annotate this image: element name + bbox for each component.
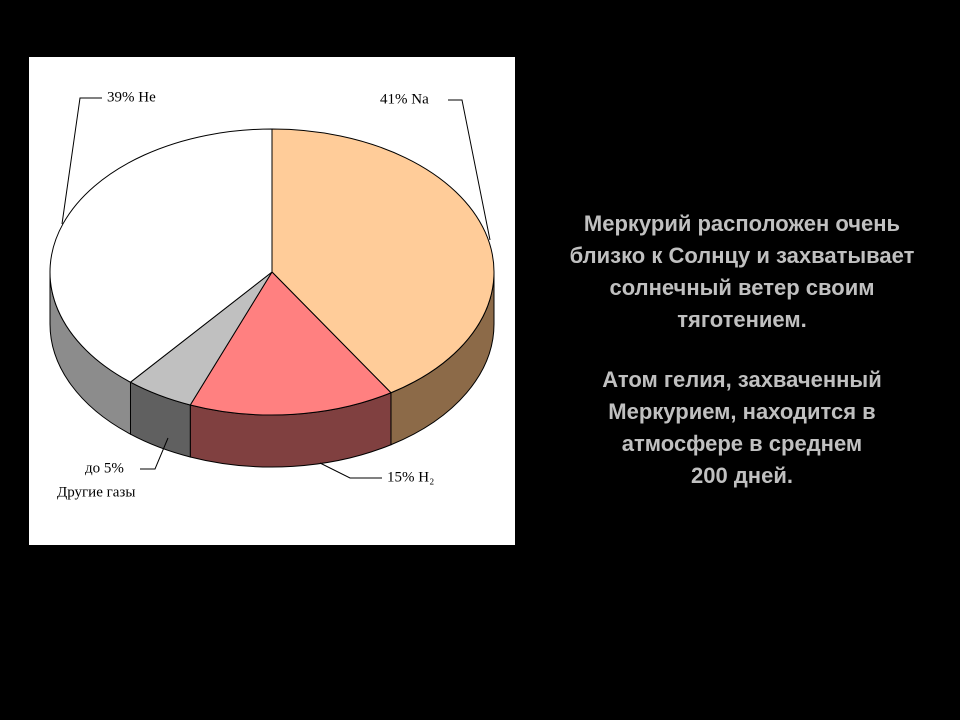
leader-line: [448, 99, 491, 241]
data-label: 39% He: [107, 89, 156, 105]
text-line: солнечный ветер своим: [609, 275, 874, 300]
text-line: 200 дней.: [691, 463, 793, 488]
leader-line: [319, 462, 382, 479]
pie-chart: 41% Na 15% H₂ до 5% 39% He Другие газы: [49, 89, 495, 500]
leader-line: [140, 437, 169, 470]
text-line: Атом гелия, захваченный: [602, 367, 882, 392]
leader-line: [61, 97, 102, 225]
data-label: 15% H₂: [387, 469, 434, 485]
slice: [49, 128, 273, 383]
other-label: Другие газы: [57, 484, 135, 500]
slice: [189, 271, 392, 416]
text-line: Меркурием, находится в: [608, 399, 875, 424]
text-line: Меркурий расположен очень: [584, 211, 900, 236]
text-line: атмосфере в среднем: [622, 431, 862, 456]
data-label: 41% Na: [380, 91, 429, 107]
text-line: тяготением.: [677, 307, 807, 332]
data-label: до 5%: [85, 460, 124, 476]
text-line: близко к Солнцу и захватывает: [570, 243, 915, 268]
slide-text: Меркурий расположен очень близко к Солнцу…: [570, 211, 915, 488]
slice: [271, 128, 495, 394]
